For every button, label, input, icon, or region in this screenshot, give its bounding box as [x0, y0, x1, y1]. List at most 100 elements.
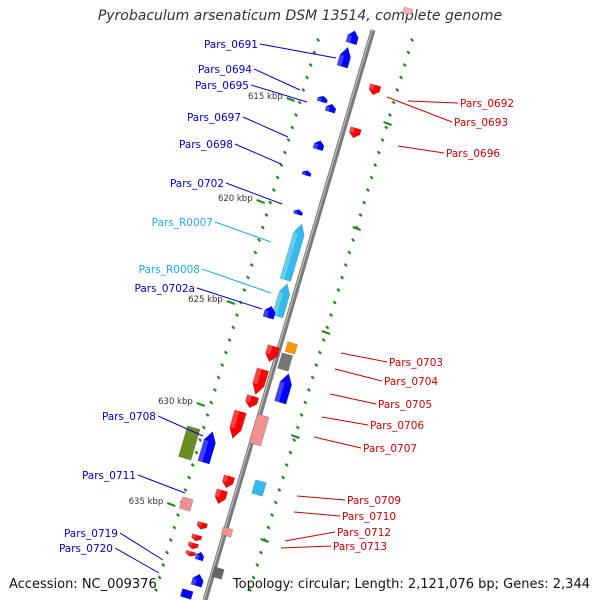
kbp-tick: [226, 299, 236, 306]
minor-tick-left: [176, 513, 181, 517]
label-leader-line: [386, 96, 453, 123]
label-leader-line: [253, 68, 301, 91]
minor-tick-right: [395, 88, 400, 92]
minor-tick-right: [406, 50, 411, 55]
gene-label-right: Pars_0712: [337, 527, 391, 539]
minor-tick-left: [223, 350, 228, 355]
kbp-tick-label: 620 kbp: [218, 194, 253, 204]
gene-arrow-reverse-body: [301, 170, 312, 178]
minor-tick-right: [314, 363, 319, 367]
minor-tick-right: [299, 413, 304, 417]
minor-tick-right: [343, 263, 348, 267]
gene-label-right: Pars_0710: [342, 511, 396, 523]
minor-tick-right: [277, 488, 282, 492]
rna-arrow-body: [279, 223, 305, 282]
major-tick-right: [383, 120, 392, 127]
minor-tick-left: [216, 375, 221, 380]
minor-tick-left: [297, 100, 302, 105]
gene-arrow-reverse-body: [292, 209, 304, 217]
minor-tick-left: [282, 150, 287, 155]
label-leader-line: [225, 182, 283, 205]
minor-tick-right: [255, 563, 260, 567]
gene-label-right: Pars_0692: [460, 98, 514, 110]
label-leader-line: [157, 415, 204, 437]
minor-tick-left: [316, 38, 321, 42]
grey-feature: [211, 566, 225, 580]
label-leader-line: [259, 43, 337, 59]
minor-tick-right: [270, 513, 275, 517]
minor-tick-right: [273, 500, 278, 505]
gene-arrow-forward-body: [196, 520, 208, 530]
rna-arrow-shade: [280, 232, 298, 280]
label-leader-line: [407, 100, 459, 104]
gene-arrow-forward: [196, 520, 208, 530]
minor-tick-right: [340, 275, 345, 280]
rna-arrow: [271, 283, 290, 319]
minor-tick-left: [227, 338, 232, 342]
minor-tick-left: [183, 488, 188, 492]
gene-arrow-reverse-shade: [345, 34, 353, 43]
grey-feature-body: [211, 566, 225, 580]
minor-tick-left: [220, 363, 225, 367]
minor-tick-right: [391, 100, 396, 105]
gene-label-left: Pars_0702a: [135, 283, 196, 295]
minor-tick-left: [161, 563, 166, 567]
gene-arrow-forward-shade: [245, 394, 252, 403]
label-leader-line: [334, 368, 383, 382]
minor-tick-left: [242, 288, 247, 292]
gene-arrow-reverse: [190, 573, 204, 588]
minor-tick-left: [165, 550, 169, 555]
minor-tick-right: [358, 213, 363, 217]
minor-tick-left: [235, 313, 239, 317]
minor-tick-left: [246, 275, 251, 280]
gene-arrow-forward: [185, 549, 197, 557]
gene-label-left: Pars_0711: [82, 470, 136, 482]
pink-feature: [402, 6, 414, 16]
minor-tick-left: [205, 413, 210, 417]
gene-arrow-reverse: [336, 46, 351, 69]
minor-tick-left: [168, 538, 173, 542]
genome-summary-text: Topology: circular; Length: 2,121,076 bp…: [232, 577, 590, 592]
minor-tick-right: [376, 150, 381, 155]
kbp-tick-label: 635 kbp: [129, 497, 164, 507]
minor-tick-right: [281, 475, 286, 480]
rna-arrow: [279, 223, 305, 282]
gene-arrow-reverse-shade: [262, 309, 269, 318]
minor-tick-left: [312, 50, 317, 55]
map-title: Pyrobaculum arsenaticum DSM 13514, compl…: [97, 8, 503, 24]
gene-arrow-forward-body: [265, 344, 280, 363]
minor-tick-right: [306, 388, 311, 392]
gene-label-left: Pars_R0008: [139, 264, 200, 276]
minor-tick-left: [209, 400, 214, 405]
minor-tick-right: [325, 325, 330, 330]
minor-tick-right: [321, 338, 326, 342]
minor-tick-left: [187, 475, 192, 480]
gene-arrow-forward-shade: [188, 541, 193, 547]
gene-label-left: Pars_0719: [64, 528, 118, 540]
minor-tick-left: [172, 525, 177, 530]
minor-tick-left: [231, 325, 236, 330]
gene-arrow-forward-body: [348, 126, 362, 139]
gene-label-right: Pars_0707: [363, 443, 417, 455]
gene-arrow-forward: [252, 367, 270, 396]
label-layer: Pars_0691 Pars_0694 Pars_0695 Pars_0697 Pars…: [59, 39, 514, 574]
gene-label-right: Pars_0696: [446, 148, 500, 160]
gene-arrow-forward-shade: [229, 409, 240, 429]
gene-arrow-forward: [348, 126, 362, 139]
label-leader-line: [296, 495, 346, 501]
kbp-tick: [196, 401, 206, 408]
gene-arrow-forward-body: [245, 394, 260, 409]
gene-label-left: Pars_0697: [187, 112, 241, 124]
minor-tick-left: [194, 450, 199, 455]
minor-tick-right: [365, 188, 370, 192]
gene-arrow-forward-body: [191, 533, 203, 542]
minor-tick-right: [336, 288, 341, 292]
gene-label-left: Pars_0698: [179, 139, 233, 151]
gene-arrow-reverse-body: [274, 373, 292, 405]
genome-backbone: [202, 29, 376, 600]
gene-arrow-forward: [191, 533, 203, 542]
minor-tick-right: [295, 425, 300, 430]
gene-label-right: Pars_0705: [378, 399, 432, 411]
gene-arrow-forward-body: [214, 488, 228, 505]
orange-feature-body: [284, 341, 298, 355]
